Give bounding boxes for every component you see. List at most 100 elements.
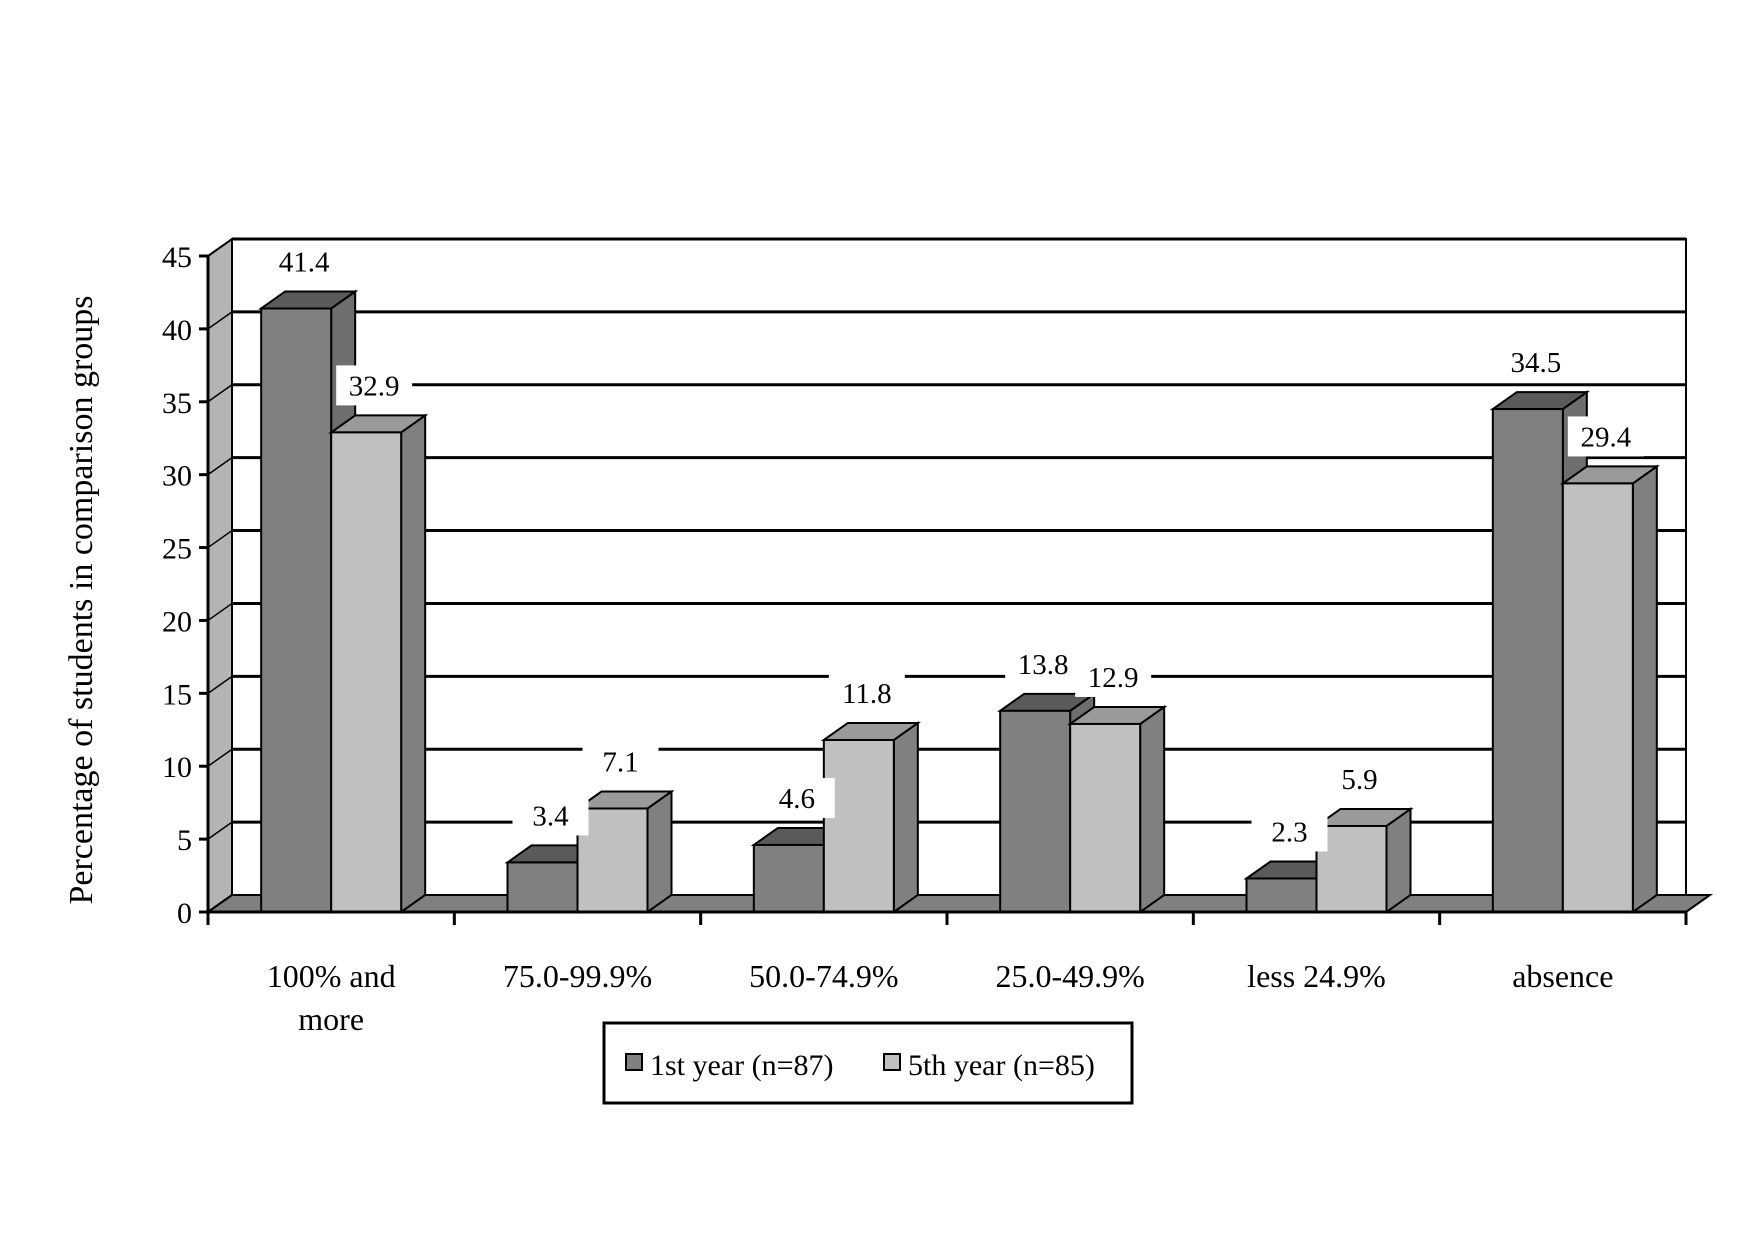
bar-front — [1491, 408, 1564, 913]
y-tick-label: 20 — [162, 605, 192, 638]
data-label: 4.6 — [758, 777, 835, 818]
data-label-text: 3.4 — [532, 800, 569, 832]
data-label: 3.4 — [512, 795, 589, 836]
data-label-box — [1321, 758, 1398, 799]
bar-fifth-year — [1313, 807, 1414, 914]
data-label-text: 11.8 — [842, 678, 892, 710]
data-label-box — [1005, 643, 1082, 684]
bar-fifth-year — [1067, 705, 1168, 914]
plot-background — [207, 237, 1687, 914]
legend-item: 1st year (n=87) — [625, 1049, 834, 1082]
data-label-box — [1497, 342, 1574, 383]
data-label-box — [512, 795, 589, 836]
back-wall — [231, 238, 1687, 896]
gridline-side — [207, 821, 233, 840]
data-label: 29.4 — [1567, 416, 1644, 457]
legend-item: 5th year (n=85) — [883, 1049, 1095, 1082]
data-label-box — [758, 777, 835, 818]
gridline-side — [207, 238, 233, 257]
data-label-text: 2.3 — [1271, 816, 1307, 848]
y-tick-label: 10 — [162, 751, 192, 784]
legend: 1st year (n=87) 5th year (n=85) — [602, 1021, 1134, 1105]
data-label-text: 34.5 — [1510, 347, 1561, 379]
data-label: 34.5 — [1497, 342, 1574, 383]
bar-side — [400, 413, 427, 914]
y-tick-label: 15 — [162, 678, 192, 711]
x-tick-label: absence — [1512, 958, 1613, 994]
data-label: 13.8 — [1005, 643, 1082, 684]
bar-front — [330, 431, 403, 913]
data-label-text: 4.6 — [779, 783, 815, 815]
side-wall — [207, 237, 233, 914]
data-label-text: 7.1 — [602, 746, 638, 778]
y-tick-label: 40 — [162, 314, 192, 347]
data-label-box — [266, 241, 343, 282]
data-label-box — [1075, 656, 1152, 697]
data-label-box — [582, 741, 659, 782]
gridline-side — [207, 675, 233, 694]
bar-front — [822, 738, 895, 914]
data-label-box — [336, 365, 413, 406]
data-label-box — [1251, 811, 1328, 852]
plot-floor — [204, 894, 1714, 913]
bar-fifth-year — [328, 413, 429, 914]
axes: 0 5 10 15 20 25 30 35 40 45 100% and more 75.0-99.9%… — [162, 241, 1688, 1037]
x-tick-label: 25.0-49.9% — [996, 958, 1145, 994]
data-label-box — [1567, 416, 1644, 457]
bar-front — [999, 709, 1072, 913]
data-label: 5.9 — [1321, 758, 1398, 799]
x-tick-label: 100% and — [267, 958, 396, 994]
x-tick-label: less 24.9% — [1247, 958, 1386, 994]
data-label: 32.9 — [336, 365, 413, 406]
data-label-text: 12.9 — [1088, 662, 1139, 694]
gridline-side — [207, 529, 233, 549]
y-tick-label: 45 — [162, 241, 192, 274]
bar-side — [646, 789, 673, 914]
bar-front — [1561, 482, 1634, 913]
bar-side — [1139, 705, 1166, 914]
data-label-text: 32.9 — [349, 370, 400, 402]
bar-side — [1631, 464, 1658, 914]
y-axis-title: Percentage of students in comparison gro… — [63, 295, 100, 904]
data-label-text: 5.9 — [1341, 764, 1377, 796]
y-tick-label: 35 — [162, 387, 192, 420]
bar-side — [892, 721, 919, 914]
data-label: 2.3 — [1251, 811, 1328, 852]
bar-front — [506, 861, 579, 913]
y-tick-label: 30 — [162, 460, 192, 493]
bar-fifth-year — [574, 789, 675, 914]
bar-front — [1069, 722, 1142, 913]
bar-front — [1245, 877, 1318, 914]
legend-box — [602, 1021, 1134, 1105]
data-label-text: 41.4 — [279, 246, 330, 278]
data-label-text: 29.4 — [1580, 421, 1631, 453]
legend-swatch — [883, 1053, 901, 1071]
data-labels: 41.4 32.9 3.4 7.1 4.6 11.8 13.8 12.9 2.3 5.9 34.5 2… — [266, 241, 1644, 852]
data-label: 41.4 — [266, 241, 343, 282]
bar-front — [260, 307, 333, 914]
bar-front — [752, 843, 825, 913]
bars — [258, 289, 1660, 914]
data-label: 11.8 — [828, 672, 905, 713]
x-tick-label: 75.0-99.9% — [503, 958, 652, 994]
bar-front — [576, 807, 649, 914]
data-label-text: 13.8 — [1018, 649, 1069, 681]
gridline-side — [207, 384, 233, 403]
data-label: 12.9 — [1075, 656, 1152, 697]
y-tick-label: 5 — [177, 824, 192, 857]
bar-fifth-year — [1559, 464, 1660, 914]
y-tick-label: 0 — [177, 897, 192, 930]
data-label-box — [828, 672, 905, 713]
bar-fifth-year — [820, 721, 921, 914]
gridline-side — [207, 457, 233, 476]
bar-front — [1315, 824, 1388, 913]
gridline-side — [207, 602, 233, 622]
data-label: 7.1 — [582, 741, 659, 782]
legend-swatch — [625, 1053, 643, 1071]
gridlines — [207, 237, 1686, 840]
x-tick-label: 50.0-74.9% — [749, 958, 898, 994]
floor — [204, 894, 1714, 913]
y-tick-label: 25 — [162, 533, 192, 566]
legend-label: 5th year (n=85) — [908, 1049, 1095, 1082]
